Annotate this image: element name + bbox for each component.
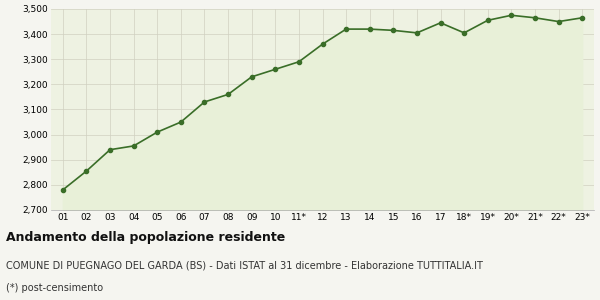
Text: (*) post-censimento: (*) post-censimento	[6, 283, 103, 293]
Text: COMUNE DI PUEGNAGO DEL GARDA (BS) - Dati ISTAT al 31 dicembre - Elaborazione TUT: COMUNE DI PUEGNAGO DEL GARDA (BS) - Dati…	[6, 260, 483, 271]
Text: Andamento della popolazione residente: Andamento della popolazione residente	[6, 232, 285, 244]
